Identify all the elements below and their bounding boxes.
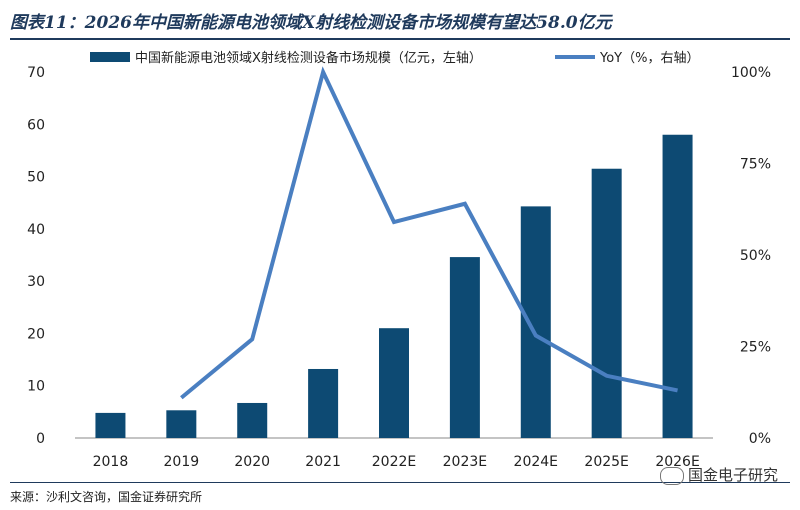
chart: 中国新能源电池领域X射线检测设备市场规模（亿元，左轴） YoY（%，右轴） 0 1… [27,50,771,470]
x-axis-tick-label: 2019 [164,454,200,470]
left-axis-tick-label: 0 [36,431,45,447]
right-axis-tick-label: 75% [740,157,771,173]
yoy-line [180,66,678,400]
source-note: 来源：沙利文咨询，国金证券研究所 [10,490,203,504]
left-axis-tick-label: 30 [27,274,45,290]
x-axis-tick-label: 2021 [305,454,341,470]
right-axis-tick-label: 0% [749,431,771,447]
footer-divider [10,482,790,483]
bar [379,328,409,438]
bar [237,402,268,438]
bar [166,410,197,438]
x-axis-tick-label: 2025E [584,454,628,470]
x-axis-tick-label: 2020 [234,454,270,470]
left-axis-tick-label: 70 [27,65,45,81]
watermark-text: 国金电子研究 [687,466,778,484]
legend: 中国新能源电池领域X射线检测设备市场规模（亿元，左轴） YoY（%，右轴） [90,50,699,66]
right-axis-tick-label: 25% [740,340,771,356]
x-axis-tick-label: 2018 [93,454,129,470]
yoy-line-group [180,66,678,400]
bar [520,206,551,438]
left-axis-tick-label: 50 [27,170,45,186]
bar [449,257,480,438]
legend-bar-label: 中国新能源电池领域X射线检测设备市场规模（亿元，左轴） [135,50,482,66]
left-axis-tick-label: 40 [27,222,45,238]
right-axis-tick-label: 50% [740,248,771,264]
legend-bar-swatch [90,52,130,62]
x-axis-tick-label: 2023E [443,454,487,470]
x-axis-tick-label: 2024E [514,454,558,470]
bar [591,168,622,438]
left-axis-tick-label: 60 [27,117,45,133]
chart-title: 图表11：2026年中国新能源电池领域X射线检测设备市场规模有望达58.0亿元 [10,13,612,33]
bar [662,134,693,438]
left-axis-tick-label: 10 [27,379,45,395]
watermark: 国金电子研究 [659,464,778,485]
left-axis-tick-label: 20 [27,326,45,342]
bar [95,412,126,438]
x-axis-tick-label: 2022E [372,454,416,470]
legend-line-label: YoY（%，右轴） [599,51,699,66]
bar [308,368,339,438]
wechat-icon [659,466,684,485]
x-axis-tick-label: 2026E [655,454,699,470]
title-divider [10,38,790,40]
right-axis-tick-label: 100% [731,65,771,81]
axes: 0 10 20 30 40 50 60 70 0% 25% 50% 75% 100% 2018 2019 20… [27,65,771,470]
